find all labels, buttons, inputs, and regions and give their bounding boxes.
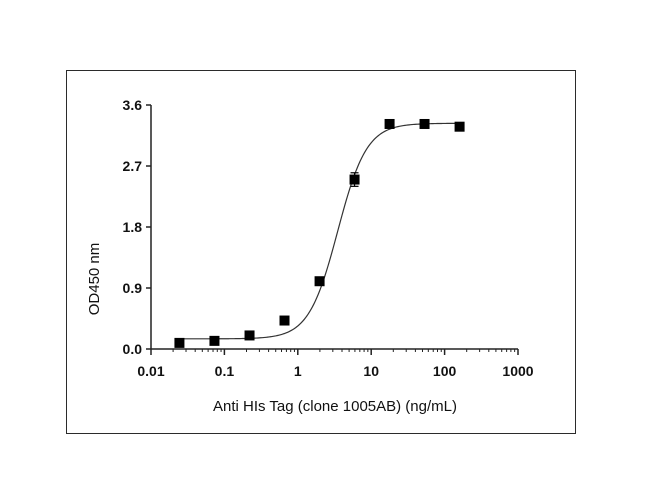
tick-labels-layer: 0.0 0.9 1.8 2.7 3.6 0.01 0.1 1 10 100 1000 xyxy=(123,97,534,379)
y-tick-label: 0.9 xyxy=(123,280,143,296)
data-point xyxy=(419,118,430,129)
x-tick-label: 10 xyxy=(363,363,379,379)
x-tick-label: 1 xyxy=(294,363,302,379)
chart-frame: 0.0 0.9 1.8 2.7 3.6 0.01 0.1 1 10 100 1000 OD450 n… xyxy=(66,70,576,434)
data-point xyxy=(174,337,185,348)
y-tick-label: 3.6 xyxy=(123,97,143,113)
x-tick-label: 1000 xyxy=(502,363,533,379)
data-point xyxy=(314,276,325,287)
chart-svg: 0.0 0.9 1.8 2.7 3.6 0.01 0.1 1 10 100 1000 OD450 n… xyxy=(86,97,534,415)
x-tick-label: 0.01 xyxy=(137,363,164,379)
x-tick-label: 0.1 xyxy=(215,363,235,379)
y-tick-label: 1.8 xyxy=(123,219,143,235)
data-point xyxy=(209,335,220,346)
data-points-layer xyxy=(174,118,465,348)
data-point xyxy=(279,315,290,326)
y-axis-title: OD450 nm xyxy=(86,243,103,316)
x-axis-title: Anti HIs Tag (clone 1005AB) (ng/mL) xyxy=(213,398,457,415)
fit-curve-layer xyxy=(179,122,460,340)
data-point xyxy=(454,121,465,132)
data-point xyxy=(384,118,395,129)
chart-axes xyxy=(146,104,519,355)
x-tick-label: 100 xyxy=(433,363,457,379)
fit-curve xyxy=(179,122,460,340)
y-tick-label: 0.0 xyxy=(123,341,143,357)
y-tick-label: 2.7 xyxy=(123,158,143,174)
data-point xyxy=(349,174,360,185)
data-point xyxy=(244,330,255,341)
